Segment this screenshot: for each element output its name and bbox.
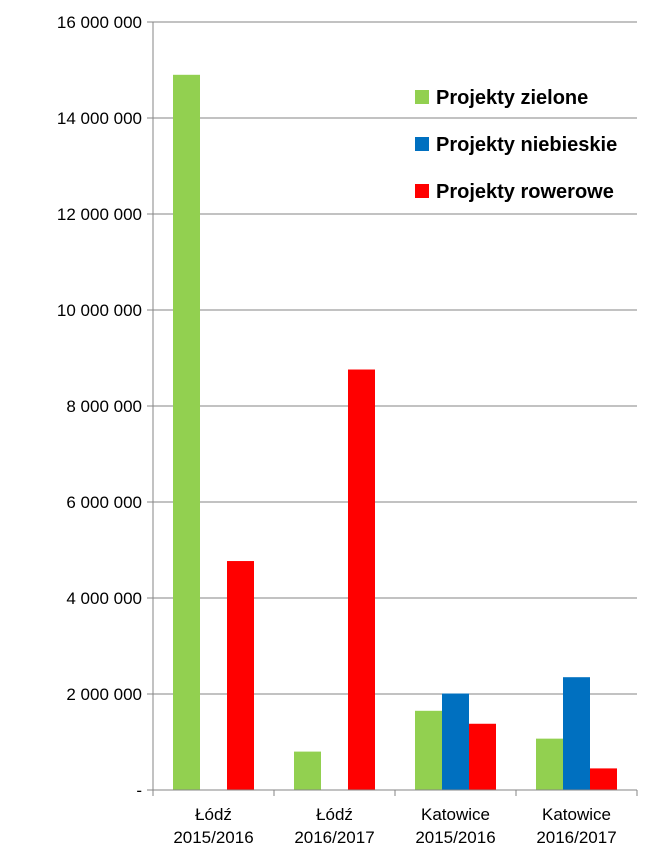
bar-projekty-niebieskie-katowice-2015-2016 — [442, 693, 469, 790]
y-tick-label: - — [136, 781, 142, 800]
bar-projekty-zielone-katowice-2015-2016 — [415, 710, 442, 790]
legend-item-projekty-zielone: Projekty zielone — [415, 87, 588, 109]
x-tick-label: Katowice — [542, 805, 611, 824]
bar-projekty-zielone-lodz-2015-2016 — [173, 74, 200, 791]
legend-label: Projekty zielone — [436, 87, 588, 109]
y-axis-tick-labels: - 2 000 000 4 000 000 6 000 000 8 000 000 10 … — [57, 13, 142, 800]
bar-projekty-niebieskie-katowice-2016-2017 — [563, 677, 590, 790]
y-tick-label: 4 000 000 — [66, 589, 142, 608]
x-tick-label: Łódź — [195, 805, 232, 824]
legend-swatch — [415, 137, 429, 151]
x-tick-label: 2016/2017 — [294, 828, 374, 847]
bar-projekty-rowerowe-lodz-2015-2016 — [227, 561, 254, 790]
x-axis-tick-labels: Łódź 2015/2016 Łódź 2016/2017 Katowice 2015/2… — [173, 805, 616, 847]
bar-projekty-zielone-lodz-2016-2017 — [294, 751, 321, 790]
x-tick-label: 2015/2016 — [173, 828, 253, 847]
x-tick-label: Łódź — [316, 805, 353, 824]
legend-swatch — [415, 90, 429, 104]
y-tick-label: 12 000 000 — [57, 205, 142, 224]
x-tick-label: Katowice — [421, 805, 490, 824]
bar-projekty-zielone-katowice-2016-2017 — [536, 738, 563, 790]
bar-projekty-rowerowe-katowice-2016-2017 — [590, 768, 617, 790]
gridlines — [153, 21, 637, 695]
y-tick-label: 10 000 000 — [57, 301, 142, 320]
legend-swatch — [415, 184, 429, 198]
bars — [173, 74, 617, 791]
legend-label: Projekty niebieskie — [436, 134, 617, 156]
y-tick-label: 16 000 000 — [57, 13, 142, 32]
y-tick-label: 6 000 000 — [66, 493, 142, 512]
legend: Projekty zielone Projekty niebieskie Proje… — [415, 87, 617, 203]
legend-item-projekty-niebieskie: Projekty niebieskie — [415, 134, 617, 156]
legend-label: Projekty rowerowe — [436, 181, 614, 203]
bar-projekty-rowerowe-lodz-2016-2017 — [348, 369, 375, 790]
x-tick-label: 2016/2017 — [536, 828, 616, 847]
x-tick-label: 2015/2016 — [415, 828, 495, 847]
y-tick-label: 8 000 000 — [66, 397, 142, 416]
axes — [147, 21, 638, 796]
legend-item-projekty-rowerowe: Projekty rowerowe — [415, 181, 614, 203]
y-tick-label: 14 000 000 — [57, 109, 142, 128]
y-tick-label: 2 000 000 — [66, 685, 142, 704]
bar-projekty-rowerowe-katowice-2015-2016 — [469, 723, 496, 790]
